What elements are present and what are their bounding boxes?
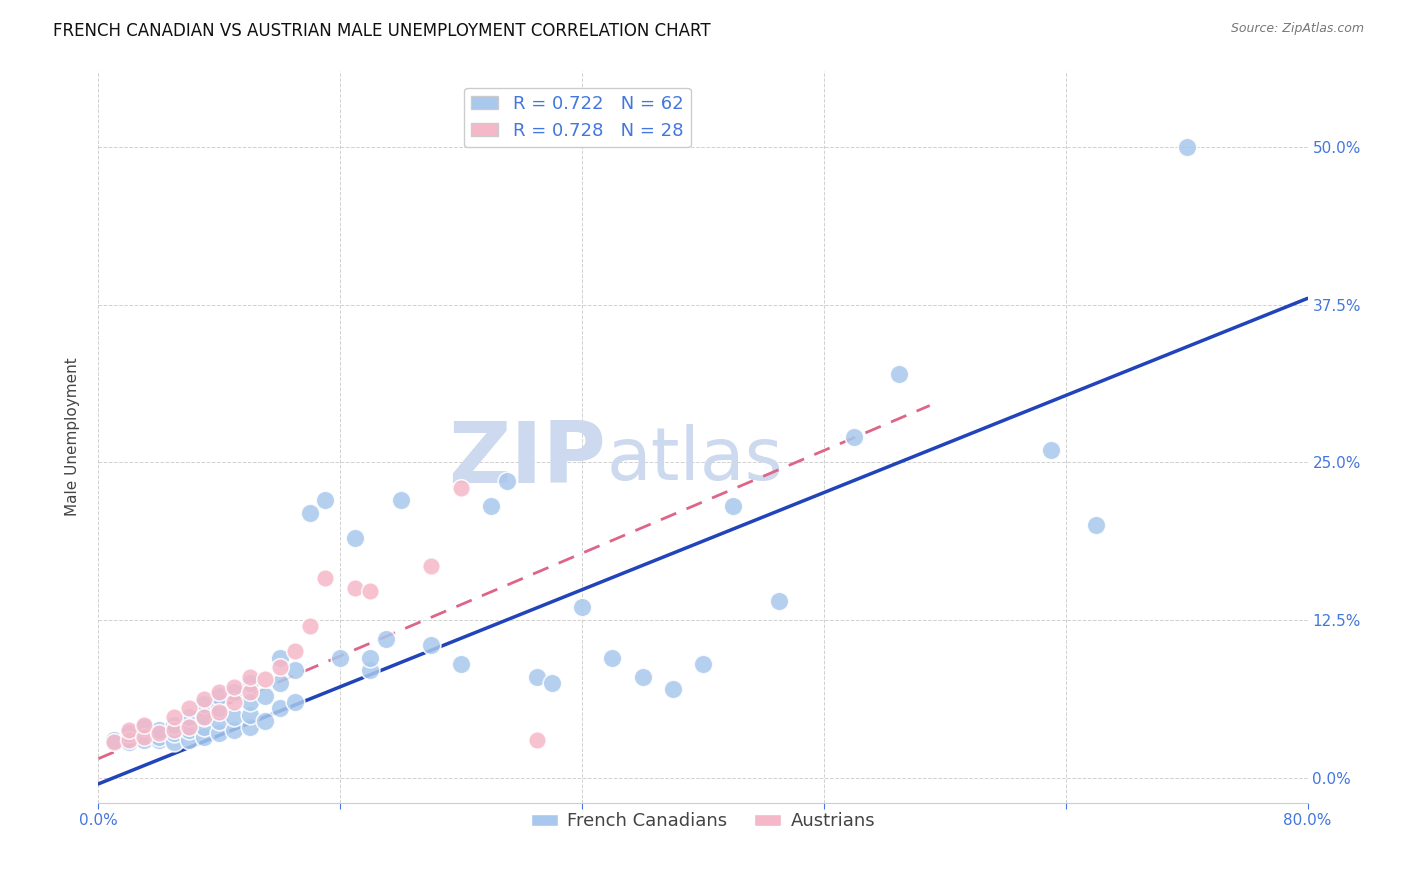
Point — [239, 707, 262, 722]
Point — [148, 730, 170, 744]
Point — [103, 735, 125, 749]
Point — [602, 650, 624, 665]
Point — [1085, 518, 1108, 533]
Point — [571, 600, 593, 615]
Point — [1039, 442, 1062, 457]
Point — [208, 714, 231, 728]
Point — [179, 720, 201, 734]
Point — [344, 531, 367, 545]
Point — [389, 493, 412, 508]
Point — [224, 695, 246, 709]
Point — [314, 493, 336, 508]
Text: FRENCH CANADIAN VS AUSTRIAN MALE UNEMPLOYMENT CORRELATION CHART: FRENCH CANADIAN VS AUSTRIAN MALE UNEMPLO… — [53, 22, 711, 40]
Point — [269, 659, 291, 673]
Point — [844, 430, 866, 444]
Point — [768, 594, 790, 608]
Point — [360, 650, 382, 665]
Point — [193, 710, 215, 724]
Point — [450, 657, 472, 671]
Text: atlas: atlas — [606, 424, 783, 494]
Point — [148, 732, 170, 747]
Point — [208, 701, 231, 715]
Point — [526, 732, 548, 747]
Point — [224, 685, 246, 699]
Point — [208, 685, 231, 699]
Point — [253, 689, 276, 703]
Point — [118, 723, 141, 737]
Point — [631, 670, 654, 684]
Point — [284, 695, 307, 709]
Point — [253, 672, 276, 686]
Point — [1175, 140, 1198, 154]
Point — [239, 685, 262, 699]
Point — [118, 726, 141, 740]
Point — [193, 698, 215, 712]
Point — [193, 692, 215, 706]
Point — [179, 723, 201, 737]
Point — [148, 723, 170, 737]
Point — [299, 506, 322, 520]
Point — [540, 676, 562, 690]
Point — [269, 676, 291, 690]
Point — [495, 474, 517, 488]
Point — [179, 710, 201, 724]
Point — [284, 664, 307, 678]
Point — [118, 735, 141, 749]
Point — [208, 689, 231, 703]
Point — [420, 638, 443, 652]
Point — [420, 558, 443, 573]
Point — [269, 650, 291, 665]
Text: ZIP: ZIP — [449, 417, 606, 500]
Point — [118, 732, 141, 747]
Point — [193, 710, 215, 724]
Point — [360, 664, 382, 678]
Point — [179, 701, 201, 715]
Point — [526, 670, 548, 684]
Point — [450, 481, 472, 495]
Legend: French Canadians, Austrians: French Canadians, Austrians — [524, 805, 882, 838]
Point — [193, 730, 215, 744]
Point — [163, 735, 186, 749]
Point — [299, 619, 322, 633]
Point — [481, 500, 503, 514]
Point — [329, 650, 352, 665]
Point — [193, 720, 215, 734]
Point — [208, 726, 231, 740]
Point — [103, 732, 125, 747]
Point — [179, 732, 201, 747]
Point — [239, 676, 262, 690]
Point — [723, 500, 745, 514]
Point — [163, 723, 186, 737]
Point — [374, 632, 396, 646]
Point — [314, 571, 336, 585]
Point — [692, 657, 714, 671]
Point — [239, 695, 262, 709]
Point — [163, 710, 186, 724]
Point — [132, 730, 155, 744]
Point — [132, 720, 155, 734]
Point — [208, 705, 231, 719]
Text: Source: ZipAtlas.com: Source: ZipAtlas.com — [1230, 22, 1364, 36]
Point — [224, 710, 246, 724]
Point — [239, 670, 262, 684]
Point — [163, 726, 186, 740]
Point — [224, 723, 246, 737]
Point — [253, 714, 276, 728]
Point — [284, 644, 307, 658]
Point — [239, 720, 262, 734]
Point — [360, 583, 382, 598]
Point — [661, 682, 683, 697]
Point — [163, 717, 186, 731]
Point — [889, 367, 911, 381]
Point — [344, 582, 367, 596]
Point — [132, 732, 155, 747]
Point — [269, 701, 291, 715]
Point — [148, 726, 170, 740]
Point — [132, 717, 155, 731]
Point — [224, 680, 246, 694]
Y-axis label: Male Unemployment: Male Unemployment — [65, 358, 80, 516]
